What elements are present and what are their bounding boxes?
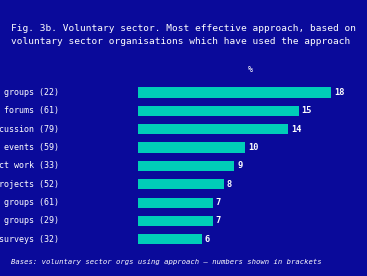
Text: 10: 10 bbox=[248, 143, 258, 152]
Text: Bases: voluntary sector orgs using approach – numbers shown in brackets: Bases: voluntary sector orgs using appro… bbox=[11, 259, 321, 266]
Text: %: % bbox=[248, 65, 253, 74]
Text: Fig. 3b. Voluntary sector. Most effective approach, based on
voluntary sector or: Fig. 3b. Voluntary sector. Most effectiv… bbox=[11, 24, 356, 46]
Bar bbox=[138, 216, 213, 226]
Text: Advisory/reference groups (29): Advisory/reference groups (29) bbox=[0, 216, 59, 225]
Bar bbox=[138, 198, 213, 208]
Text: 15: 15 bbox=[302, 106, 312, 115]
Bar bbox=[138, 161, 235, 171]
Text: 7: 7 bbox=[215, 216, 221, 225]
Text: Polls and surveys (32): Polls and surveys (32) bbox=[0, 235, 59, 244]
Text: 14: 14 bbox=[291, 125, 301, 134]
Bar bbox=[138, 142, 245, 153]
Text: Service user groups (22): Service user groups (22) bbox=[0, 88, 59, 97]
Text: Public meetings and events (59): Public meetings and events (59) bbox=[0, 143, 59, 152]
Text: 8: 8 bbox=[226, 180, 232, 189]
Text: 6: 6 bbox=[205, 235, 210, 244]
Text: Focus groups (61): Focus groups (61) bbox=[0, 198, 59, 207]
Text: Project work (33): Project work (33) bbox=[0, 161, 59, 170]
Text: 18: 18 bbox=[334, 88, 344, 97]
Text: Arts -based projects (52): Arts -based projects (52) bbox=[0, 180, 59, 189]
Text: Youth councils and forums (61): Youth councils and forums (61) bbox=[0, 106, 59, 115]
Text: 9: 9 bbox=[237, 161, 242, 170]
Bar bbox=[138, 234, 202, 244]
Text: Informal discussion (79): Informal discussion (79) bbox=[0, 125, 59, 134]
Bar bbox=[138, 87, 331, 97]
Bar bbox=[138, 106, 299, 116]
Bar bbox=[138, 179, 224, 189]
Bar bbox=[138, 124, 288, 134]
Text: 7: 7 bbox=[215, 198, 221, 207]
